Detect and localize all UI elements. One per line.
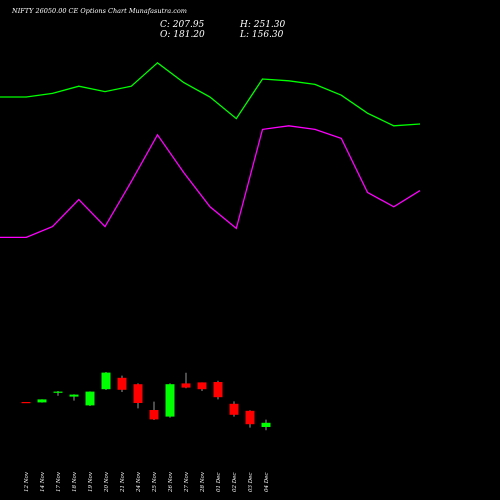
x-tick-label: 01 Dec xyxy=(216,473,222,493)
indicator-line-2 xyxy=(0,125,421,239)
x-tick-label: 21 Nov xyxy=(120,471,126,493)
x-tick-label: 14 Nov xyxy=(40,471,46,492)
x-tick-label: 25 Nov xyxy=(152,471,158,493)
x-tick-label: 26 Nov xyxy=(168,471,174,493)
x-tick-label: 18 Nov xyxy=(72,471,78,492)
x-tick-label: 04 Dec xyxy=(264,473,270,493)
candle-body xyxy=(149,410,159,420)
x-tick-label: 12 Nov xyxy=(24,471,30,492)
x-tick-label: 17 Nov xyxy=(56,471,62,492)
candle-body xyxy=(53,391,63,393)
candle-body xyxy=(261,422,271,427)
candle-body xyxy=(101,372,111,390)
candle-body xyxy=(197,382,207,390)
x-tick-label: 20 Nov xyxy=(104,471,110,493)
candle-body xyxy=(21,402,31,404)
low-value: L: 156.30 xyxy=(240,30,284,40)
candle-body xyxy=(165,384,175,417)
candle-body xyxy=(37,399,47,403)
candle-body xyxy=(133,384,143,403)
high-value: H: 251.30 xyxy=(240,20,286,30)
open-value: O: 181.20 xyxy=(160,30,205,40)
chart-title: NIFTY 26050.00 CE Options Chart Munafasu… xyxy=(12,7,187,15)
x-tick-label: 24 Nov xyxy=(136,471,142,493)
candle-body xyxy=(117,377,127,390)
x-tick-label: 28 Nov xyxy=(200,471,206,493)
candle-body xyxy=(85,391,95,406)
candle-body xyxy=(245,410,255,425)
candle-body xyxy=(69,394,79,397)
x-tick-label: 27 Nov xyxy=(184,471,190,493)
x-tick-label: 03 Dec xyxy=(248,473,254,493)
x-tick-label: 19 Nov xyxy=(88,471,94,492)
close-value: C: 207.95 xyxy=(160,20,205,30)
indicator-line-1 xyxy=(0,61,421,127)
candle-body xyxy=(181,383,191,388)
x-tick-label: 02 Dec xyxy=(232,473,238,493)
candle-body xyxy=(229,403,239,415)
candle-body xyxy=(213,382,223,398)
